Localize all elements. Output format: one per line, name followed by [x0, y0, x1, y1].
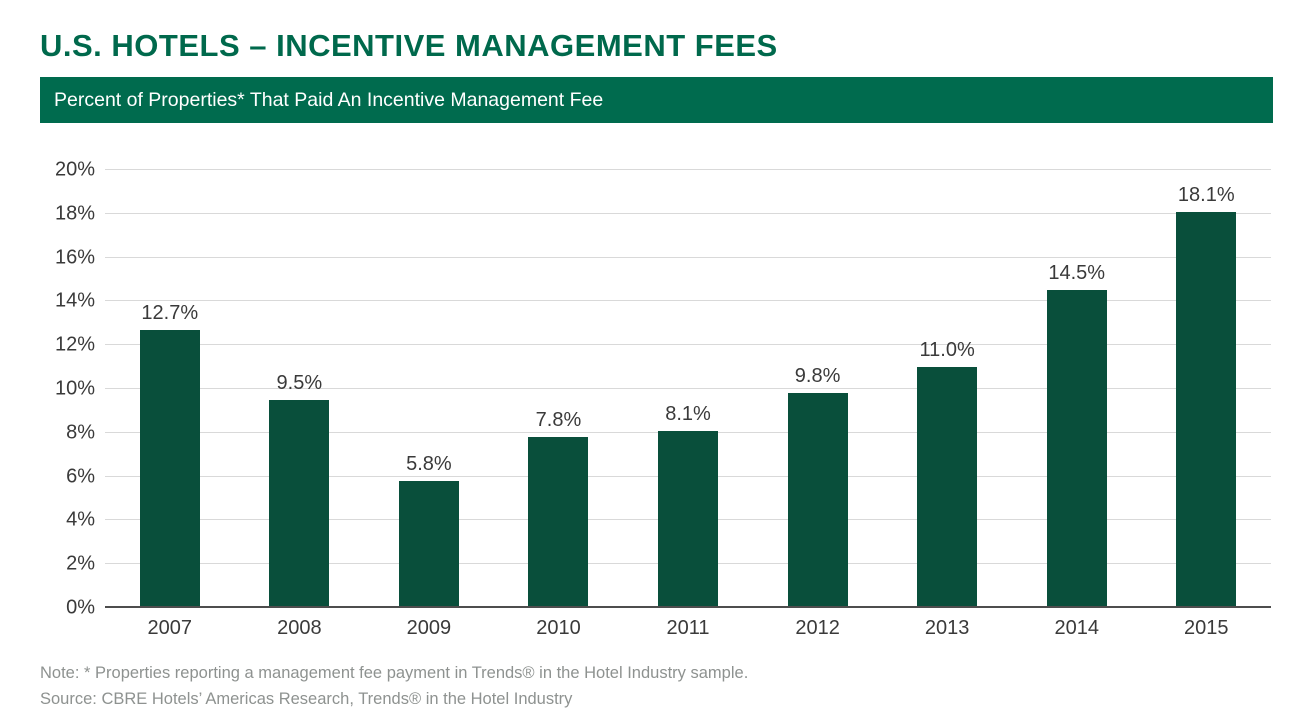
x-axis-year-label-2013: 2013 — [924, 617, 970, 639]
bar-slot-2014: 14.5% 2014 — [1012, 170, 1142, 639]
bar-slot-2013: 11.0% 2013 — [882, 170, 1012, 639]
y-axis-tick-label: 0% — [66, 596, 95, 619]
chart-subtitle-text: Percent of Properties* That Paid An Ince… — [54, 88, 604, 111]
y-axis-tick-label: 18% — [54, 202, 95, 225]
plot-area: 0% 2% 4% 6% 8% 10% 12% 14% 16% 18% 20% 12.7% 2007 9.5… — [55, 159, 1272, 639]
bar-value-label-2007: 12.7% — [141, 301, 199, 324]
x-axis-line — [105, 606, 1271, 608]
bar-2012 — [787, 393, 848, 608]
bar-value-label-2008: 9.5% — [276, 371, 323, 394]
page-title: U.S. HOTELS – INCENTIVE MANAGEMENT FEES — [40, 28, 778, 63]
gridline — [105, 212, 1271, 214]
bar-2010 — [528, 437, 589, 608]
x-axis-year-label-2011: 2011 — [666, 617, 710, 639]
gridline — [105, 388, 1271, 389]
bar-slot-2012: 9.8% 2012 — [753, 170, 883, 639]
y-axis-tick-label: 10% — [54, 377, 95, 400]
bar-value-label-2010: 7.8% — [535, 409, 582, 432]
bars-container: 12.7% 2007 9.5% 2008 5.8% 2009 7.8% 2010 8.1% 201… — [105, 170, 1272, 639]
bar-2009 — [398, 480, 459, 608]
x-axis-year-label-2010: 2010 — [536, 617, 581, 639]
gridline — [105, 344, 1271, 346]
bar-slot-2008: 9.5% 2008 — [235, 170, 365, 639]
y-axis-tick-label: 20% — [54, 158, 95, 181]
bar-value-label-2011: 8.1% — [665, 402, 711, 425]
x-axis-year-label-2007: 2007 — [147, 617, 193, 639]
bar-slot-2009: 5.8% 2009 — [364, 170, 494, 639]
bar-2011 — [658, 430, 719, 608]
x-axis-year-label-2015: 2015 — [1184, 617, 1229, 639]
footnotes: Note: * Properties reporting a managemen… — [40, 660, 748, 712]
bar-2007 — [139, 329, 200, 608]
bar-2008 — [269, 399, 330, 608]
y-axis-tick-label: 8% — [66, 421, 95, 444]
y-axis-tick-label: 6% — [66, 465, 95, 488]
x-axis-year-label-2008: 2008 — [277, 617, 322, 639]
x-axis-year-label-2012: 2012 — [795, 617, 840, 639]
chart-subtitle-banner: Percent of Properties* That Paid An Ince… — [40, 77, 1273, 123]
bar-2015 — [1176, 211, 1237, 608]
bar-slot-2015: 18.1% 2015 — [1142, 170, 1272, 639]
bar-2014 — [1046, 290, 1107, 608]
y-axis-tick-label: 4% — [66, 508, 95, 531]
source-text: Source: CBRE Hotels’ Americas Research, … — [40, 690, 573, 708]
y-axis-tick-label: 16% — [54, 246, 95, 269]
x-axis-year-label-2009: 2009 — [406, 617, 452, 639]
y-axis-tick-label: 2% — [66, 552, 95, 575]
bar-value-label-2009: 5.8% — [406, 452, 452, 475]
bar-slot-2010: 7.8% 2010 — [494, 170, 624, 639]
bar-value-label-2014: 14.5% — [1048, 262, 1106, 285]
y-axis-tick-label: 12% — [54, 333, 95, 356]
bar-slot-2007: 12.7% 2007 — [105, 170, 235, 639]
gridline — [105, 256, 1271, 258]
bar-slot-2011: 8.1% 2011 — [623, 170, 753, 639]
bar-value-label-2015: 18.1% — [1177, 183, 1235, 206]
note-text: Note: * Properties reporting a managemen… — [40, 664, 749, 682]
bar-value-label-2013: 11.0% — [919, 339, 975, 362]
bar-value-label-2012: 9.8% — [794, 365, 841, 388]
gridline — [105, 169, 1271, 170]
x-axis-year-label-2014: 2014 — [1054, 617, 1099, 639]
y-axis-tick-label: 14% — [54, 289, 95, 312]
gridline — [105, 300, 1271, 302]
bar-2013 — [917, 367, 978, 608]
